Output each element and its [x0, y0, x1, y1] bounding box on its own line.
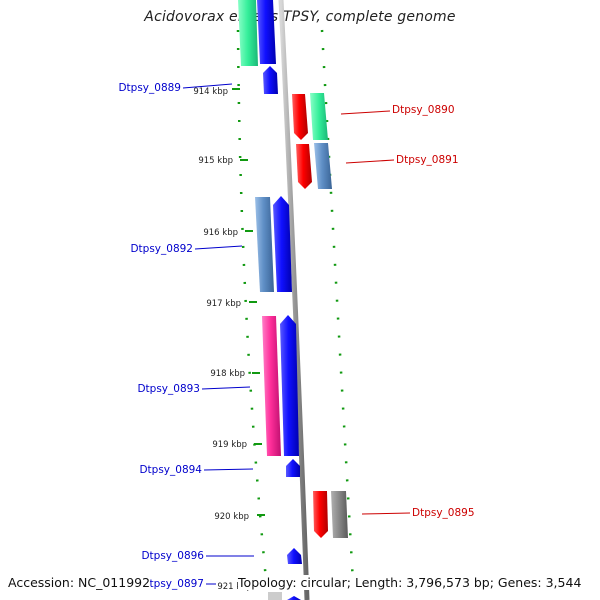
gene-arrow-dtpsy-0897[interactable] [287, 596, 301, 600]
gene-label-dtpsy-0894[interactable]: Dtpsy_0894 [139, 464, 202, 476]
scale-tick-label: 921 kbp [217, 582, 252, 592]
leader-line [345, 159, 395, 164]
gene-label-dtpsy-0893[interactable]: Dtpsy_0893 [137, 383, 200, 395]
gene-arrow-dtpsy-0896[interactable] [287, 548, 302, 564]
genome-backbone [278, 0, 310, 600]
gene-arrow-dtpsy-0889[interactable] [263, 66, 278, 94]
accession-text: Accession: NC_011992 [8, 575, 151, 590]
gene-feature-blue[interactable] [257, 0, 276, 64]
gene-feature-pink-dtpsy-0893[interactable] [262, 316, 281, 456]
map-footer: Accession: NC_011992 Topology: circular;… [8, 575, 582, 590]
gene-arrow-blue-0892[interactable] [273, 196, 292, 292]
scale-tick-label: 920 kbp [214, 512, 249, 522]
gene-arrow-red-dtpsy-0890[interactable] [292, 94, 308, 140]
gene-feature-teal-0890[interactable] [310, 93, 328, 140]
gene-feature-steel-0891[interactable] [314, 143, 332, 189]
scale-tick-label: 917 kbp [206, 299, 241, 309]
leader-line [203, 468, 254, 471]
leader-line [340, 110, 391, 115]
scale-ticks: 914 kbp 915 kbp 916 kbp 917 kbp 918 kbp … [193, 87, 267, 592]
gene-feature-grey-partial [268, 592, 282, 600]
gene-feature-steel-dtpsy-0892[interactable] [255, 197, 274, 292]
gene-label-dtpsy-0892[interactable]: Dtpsy_0892 [130, 243, 193, 255]
gene-feature-teal[interactable] [238, 0, 258, 66]
gene-arrow-blue-0893[interactable] [280, 315, 299, 456]
gene-labels: Dtpsy_0889 Dtpsy_0890 Dtpsy_0891 Dtpsy_0… [118, 82, 474, 590]
scale-tick-label: 918 kbp [210, 369, 245, 379]
scale-tick-label: 915 kbp [198, 156, 233, 166]
gene-label-dtpsy-0890[interactable]: Dtpsy_0890 [392, 104, 455, 116]
gene-feature-grey-0895[interactable] [331, 491, 348, 538]
gene-label-dtpsy-0889[interactable]: Dtpsy_0889 [118, 82, 181, 94]
forward-strand-genes [238, 0, 302, 600]
leader-line [182, 83, 233, 89]
scale-tick-label: 914 kbp [193, 87, 228, 97]
gene-label-dtpsy-0891[interactable]: Dtpsy_0891 [396, 154, 459, 166]
gene-label-dtpsy-0897[interactable]: Dtpsy_0897 [141, 578, 204, 590]
gene-arrow-red-dtpsy-0891[interactable] [296, 144, 312, 189]
leader-line [194, 245, 243, 250]
reverse-strand-genes [292, 93, 348, 538]
scale-tick-label: 919 kbp [212, 440, 247, 450]
gene-label-dtpsy-0896[interactable]: Dtpsy_0896 [141, 550, 204, 562]
leader-line [201, 386, 251, 390]
gene-label-dtpsy-0895[interactable]: Dtpsy_0895 [412, 507, 475, 519]
leader-line [361, 512, 411, 515]
genome-details-text: Topology: circular; Length: 3,796,573 bp… [238, 575, 582, 590]
gene-arrow-red-dtpsy-0895[interactable] [313, 491, 328, 538]
scale-tick-label: 916 kbp [203, 228, 238, 238]
gene-arrow-dtpsy-0894[interactable] [286, 459, 300, 477]
label-leaders [182, 83, 411, 585]
map-title: Acidovorax ebreus TPSY, complete genome [144, 9, 456, 25]
